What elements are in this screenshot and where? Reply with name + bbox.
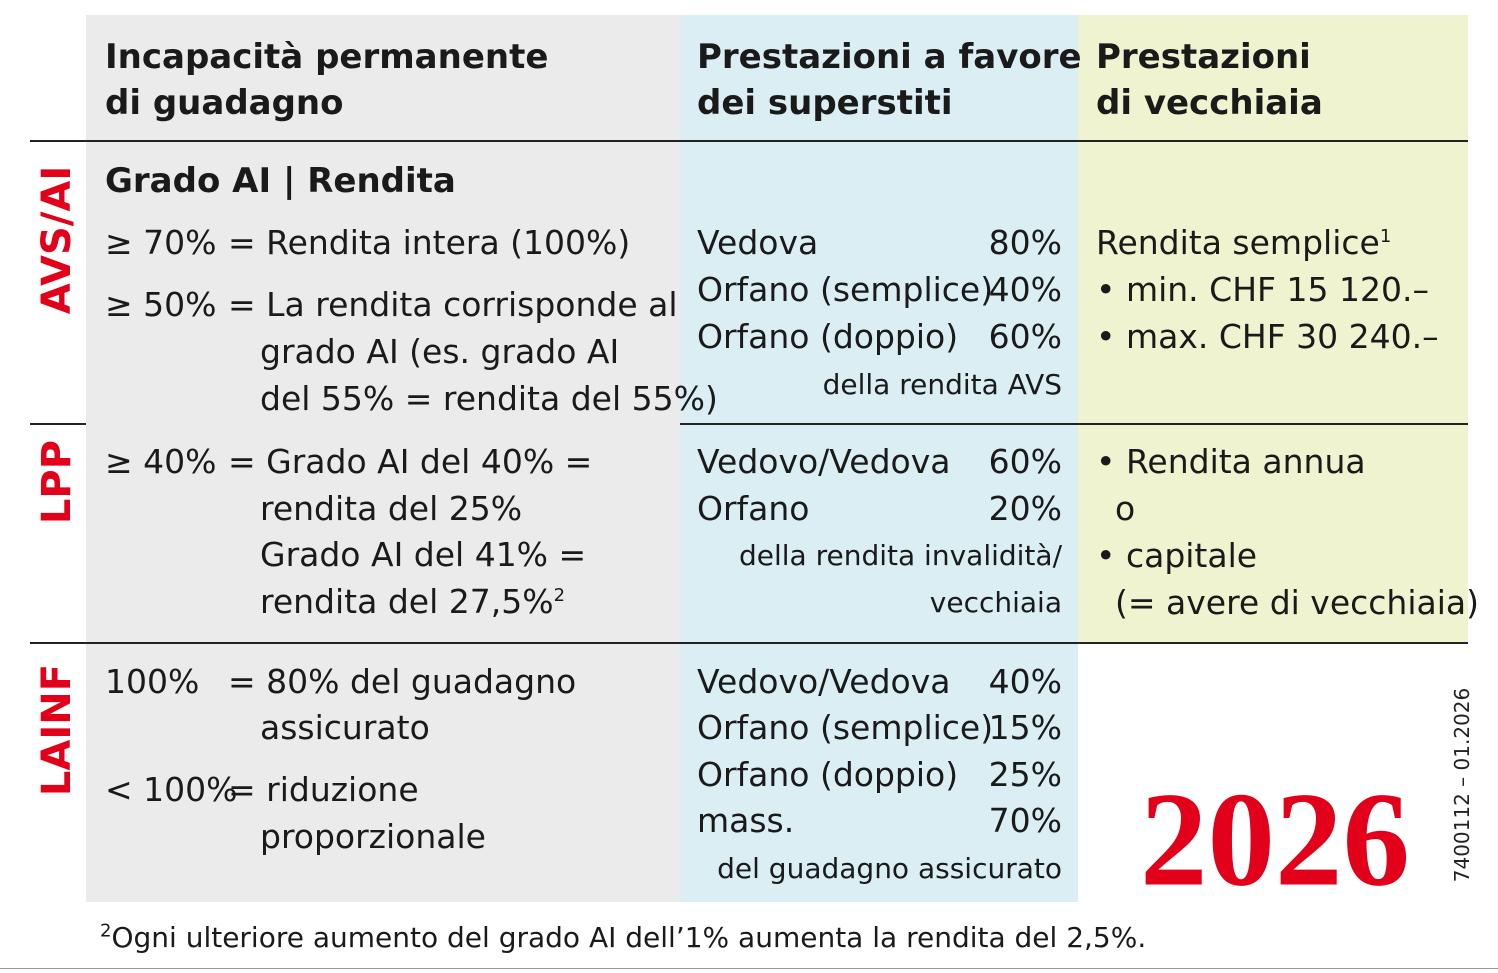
beneficiary: Vedova	[697, 223, 819, 262]
disability-text: = La rendita corrisponde al	[228, 285, 678, 324]
footnote-number: 2	[100, 920, 112, 942]
threshold: < 100%	[105, 770, 238, 809]
rate: 60%	[988, 442, 1062, 481]
column-header: di vecchiaia	[1096, 83, 1323, 123]
disability-text: = Rendita intera (100%)	[228, 223, 631, 262]
old-age-text: Rendita semplice1	[1096, 223, 1392, 262]
footnote: 2Ogni ulteriore aumento del grado AI del…	[100, 918, 1146, 958]
old-age-text: (= avere di vecchiaia)	[1115, 583, 1479, 622]
survivors-column-bg	[680, 15, 1078, 902]
survivors-note: vecchiaia	[929, 586, 1062, 619]
disability-text: rendita del 27,5%2	[260, 582, 566, 621]
disability-text: = riduzione	[228, 770, 419, 809]
footnote-text: Ogni ulteriore aumento del grado AI dell…	[111, 921, 1147, 954]
threshold: ≥ 50%	[105, 285, 217, 324]
threshold: ≥ 40%	[105, 442, 217, 481]
disability-text: rendita del 25%	[260, 489, 523, 528]
beneficiary: Orfano (semplice)	[697, 708, 994, 747]
rate: 80%	[988, 223, 1062, 262]
column-header: Prestazioni	[1096, 37, 1311, 77]
survivors-note: della rendita invalidità/	[738, 539, 1062, 572]
rate: 25%	[988, 755, 1062, 794]
year: 2026	[1140, 765, 1410, 915]
disability-text: assicurato	[260, 708, 430, 747]
disability-column-bg	[86, 15, 680, 902]
rate: 15%	[988, 708, 1062, 747]
disability-heading: Grado AI | Rendita	[105, 161, 456, 201]
bottom-rule	[0, 968, 1498, 969]
beneficiary: Orfano (doppio)	[697, 317, 959, 356]
rate: 60%	[988, 317, 1062, 356]
beneficiary: Orfano	[697, 489, 810, 528]
disability-text: Grado AI del 41% =	[260, 535, 587, 574]
rate: 20%	[988, 489, 1062, 528]
rate: 40%	[988, 662, 1062, 701]
document-code: 7400112 – 01.2026	[1450, 687, 1474, 883]
survivors-note: della rendita AVS	[822, 368, 1062, 401]
beneficiary: mass.	[697, 801, 795, 840]
rate: 40%	[988, 270, 1062, 309]
beneficiary: Orfano (semplice)	[697, 270, 994, 309]
column-header: Incapacità permanente	[105, 37, 549, 77]
footnote-ref: 1	[1379, 226, 1392, 247]
rate: 70%	[988, 801, 1062, 840]
section-label: AVS/AI	[34, 165, 80, 315]
beneficiary: Vedovo/Vedova	[697, 442, 951, 481]
disability-text: = 80% del guadagno	[228, 662, 577, 701]
disability-text: proporzionale	[260, 817, 486, 856]
column-header: di guadagno	[105, 83, 344, 123]
disability-text: grado AI (es. grado AI	[260, 332, 620, 371]
old-age-text: • min. CHF 15 120.–	[1096, 270, 1429, 309]
disability-text: = Grado AI del 40% =	[228, 442, 593, 481]
old-age-text: • max. CHF 30 240.–	[1096, 317, 1439, 356]
divider	[30, 140, 1468, 142]
old-age-text: • Rendita annua	[1096, 442, 1366, 481]
section-label: LAINF	[34, 663, 80, 797]
beneficiary: Orfano (doppio)	[697, 755, 959, 794]
divider	[30, 642, 1468, 644]
divider	[30, 423, 86, 425]
column-header: Prestazioni a favore	[697, 37, 1082, 77]
old-age-text: o	[1115, 489, 1136, 528]
survivors-note: del guadagno assicurato	[717, 852, 1062, 885]
old-age-text: • capitale	[1096, 536, 1258, 575]
old-age-column-bg	[1078, 15, 1468, 643]
section-label: LPP	[34, 439, 80, 525]
threshold: 100%	[105, 662, 200, 701]
beneficiary: Vedovo/Vedova	[697, 662, 951, 701]
threshold: ≥ 70%	[105, 223, 217, 262]
divider	[680, 423, 1468, 425]
column-header: dei superstiti	[697, 83, 953, 123]
footnote-ref: 2	[553, 585, 566, 606]
disability-text: del 55% = rendita del 55%)	[260, 379, 718, 418]
